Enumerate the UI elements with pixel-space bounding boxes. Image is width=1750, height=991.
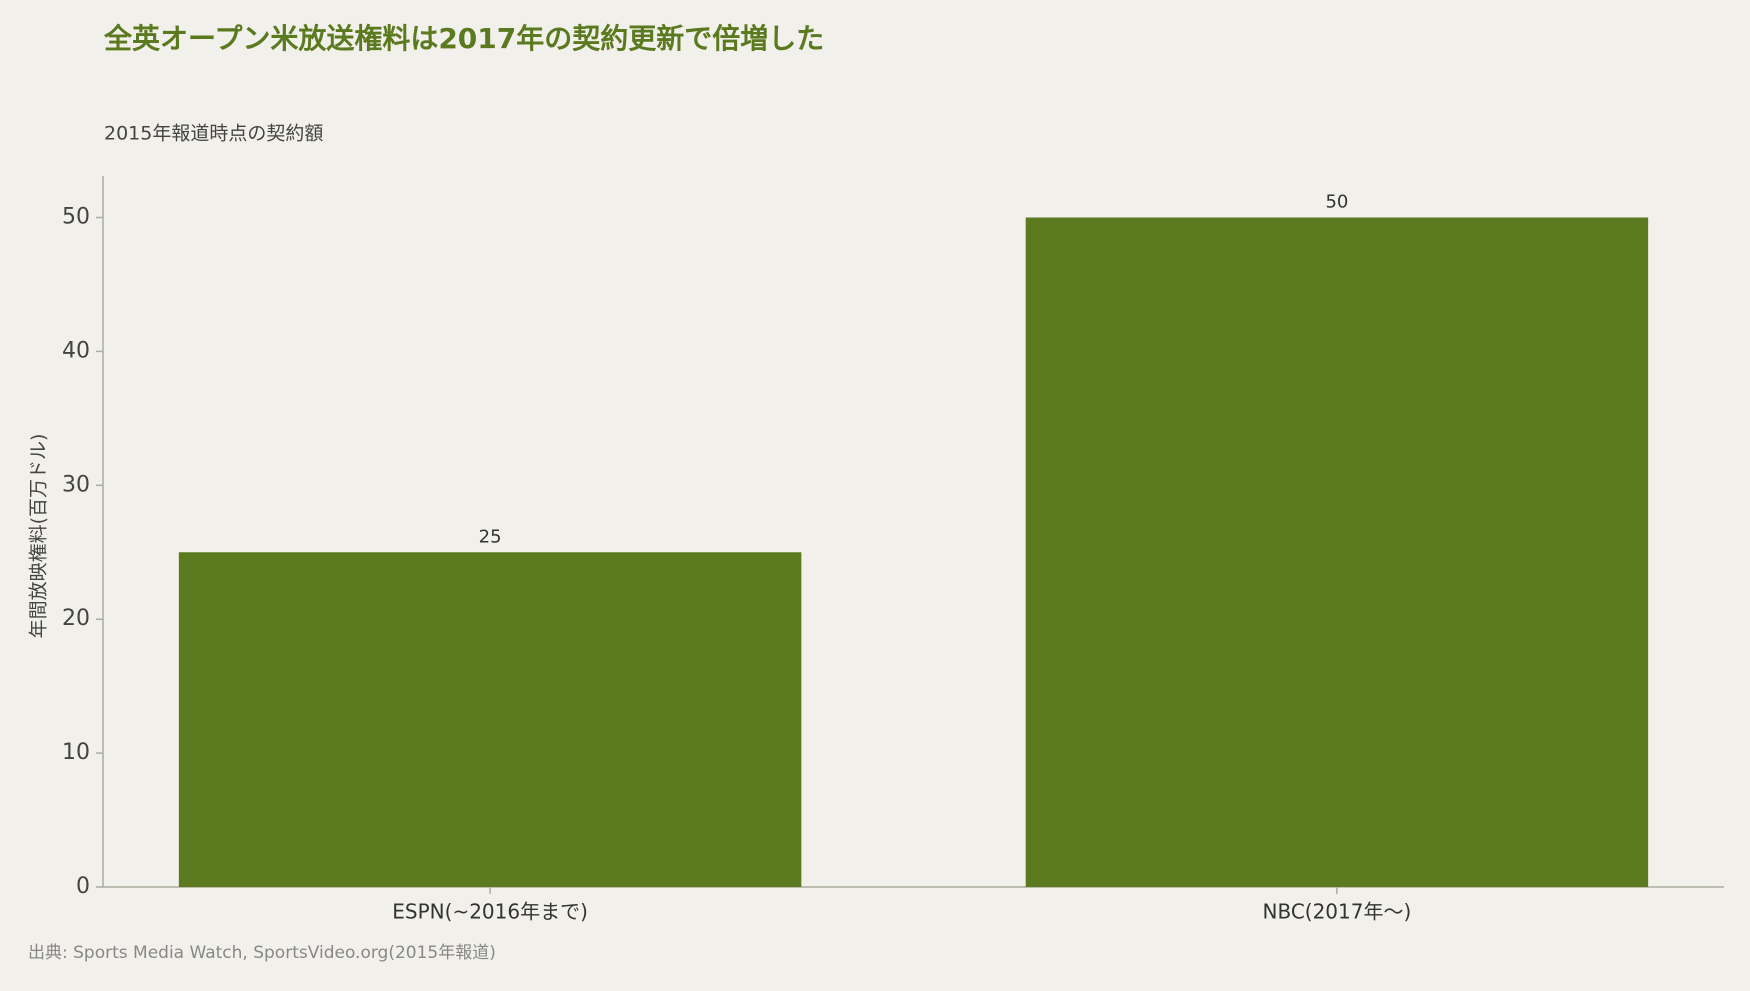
y-tick-label: 30	[62, 472, 90, 497]
y-tick-label: 0	[76, 874, 90, 899]
x-tick-label: ESPN(~2016年まで)	[392, 900, 588, 924]
bar	[178, 552, 802, 887]
y-tick-label: 40	[62, 338, 90, 363]
value-label: 50	[1325, 192, 1348, 213]
y-tick-label: 20	[62, 606, 90, 631]
source-note: 出典: Sports Media Watch, SportsVideo.org(…	[28, 943, 496, 963]
x-tick-label: NBC(2017年〜)	[1262, 900, 1411, 924]
value-label: 25	[479, 526, 502, 547]
chart-title: 全英オープン米放送権料は2017年の契約更新で倍増した	[103, 22, 824, 55]
y-tick-label: 10	[62, 740, 90, 765]
chart-subtitle: 2015年報道時点の契約額	[104, 123, 323, 145]
y-axis-label: 年間放映権料(百万ドル)	[28, 434, 50, 639]
bar	[1025, 217, 1649, 887]
y-tick-label: 50	[62, 205, 90, 230]
